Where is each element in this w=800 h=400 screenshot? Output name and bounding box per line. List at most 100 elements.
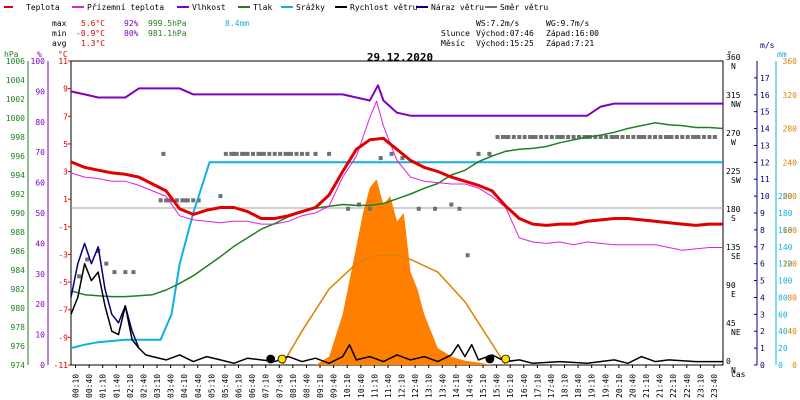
wind-direction-point bbox=[639, 135, 644, 139]
wind-direction-point bbox=[674, 135, 679, 139]
unit-celsius: °C bbox=[58, 50, 68, 59]
wind-direction-point bbox=[389, 151, 394, 156]
time-tick-label: 06:40 bbox=[248, 374, 257, 398]
time-tick-label: 01:10 bbox=[99, 374, 108, 398]
time-tick-label: 04:10 bbox=[180, 374, 189, 398]
wind-direction-point bbox=[577, 135, 582, 139]
temperature-tick-label: -7 bbox=[58, 306, 68, 315]
legend-item-smer-vetru: Směr větru bbox=[485, 3, 548, 12]
wind-direction-point bbox=[185, 198, 190, 203]
time-tick-label: 11:10 bbox=[370, 374, 379, 398]
time-tick-label: 09:40 bbox=[330, 374, 339, 398]
wind-direction-point bbox=[305, 151, 310, 156]
direction-tick-label: 0 bbox=[726, 357, 731, 366]
wind-direction-point bbox=[174, 198, 179, 203]
moonset-marker bbox=[266, 354, 276, 364]
wind-direction-point bbox=[161, 151, 166, 156]
legend-item-vlhkost: Vlhkost bbox=[177, 3, 226, 12]
time-tick-label: 05:40 bbox=[221, 374, 230, 398]
wind-direction-point bbox=[500, 135, 505, 139]
stat-max-rain: 8.4mm bbox=[225, 19, 249, 28]
wind-speed-tick-label: 17 bbox=[760, 74, 770, 83]
series bbox=[70, 84, 724, 365]
rain-tick-label: 100 bbox=[778, 277, 793, 286]
pressure-tick-label: 1004 bbox=[6, 76, 25, 85]
wind-direction-point bbox=[642, 135, 647, 139]
wind-direction-point bbox=[663, 135, 668, 139]
temperature-tick-label: 1 bbox=[63, 195, 68, 204]
humidity-tick-label: 80 bbox=[35, 118, 45, 127]
direction-compass-label: N bbox=[731, 62, 736, 71]
wind-direction-point bbox=[433, 206, 438, 211]
legend-label: Náraz větru bbox=[431, 3, 484, 12]
rain-tick-label: 40 bbox=[778, 327, 788, 336]
legend-label: Srážky bbox=[296, 3, 325, 12]
unit-time: čas bbox=[731, 369, 746, 379]
time-tick-label: 17:10 bbox=[533, 374, 542, 398]
wind-direction-point bbox=[495, 135, 500, 139]
sun-elevation-line bbox=[281, 254, 507, 366]
wind-direction-point bbox=[283, 151, 288, 156]
wind-direction-point bbox=[289, 151, 294, 156]
direction-tick-label: 45 bbox=[726, 319, 736, 328]
legend-item-tlak: Tlak bbox=[238, 3, 272, 12]
wind-speed-tick-label: 1 bbox=[760, 344, 765, 353]
temperature-tick-label: -5 bbox=[58, 278, 68, 287]
time-tick-label: 07:40 bbox=[275, 374, 284, 398]
wind-direction-point bbox=[240, 151, 245, 156]
time-tick-label: 22:10 bbox=[669, 374, 678, 398]
time-tick-label: 09:10 bbox=[316, 374, 325, 398]
time-tick-label: 15:10 bbox=[479, 374, 488, 398]
sunset-marker bbox=[501, 354, 511, 364]
wind-direction-point bbox=[511, 135, 516, 139]
pressure-tick-label: 990 bbox=[11, 209, 26, 218]
wind-direction-point bbox=[538, 135, 543, 139]
stat-max-humidity: 92% bbox=[124, 19, 139, 28]
unit-ms: m/s bbox=[760, 41, 775, 50]
temperature-tick-label: -11 bbox=[54, 361, 69, 370]
rain-tick-label: 60 bbox=[778, 310, 788, 319]
legend-label: Přízemní teplota bbox=[87, 3, 164, 12]
pressure-tick-label: 980 bbox=[11, 304, 26, 313]
time-tick-label: 07:10 bbox=[262, 374, 271, 398]
moon-label: Měsíc bbox=[441, 39, 465, 48]
time-tick-label: 02:10 bbox=[126, 374, 135, 398]
wind-speed-tick-label: 8 bbox=[760, 226, 765, 235]
wind-direction-point bbox=[465, 253, 470, 258]
wind-direction-point bbox=[598, 135, 603, 139]
direction-compass-label: NE bbox=[731, 328, 741, 337]
wind-direction-point bbox=[530, 135, 535, 139]
wind-direction-point bbox=[653, 135, 658, 139]
direction-tick-label: 90 bbox=[726, 281, 736, 290]
legend-label: Rychlost větru bbox=[350, 3, 418, 12]
wind-direction-point bbox=[234, 151, 239, 156]
time-tick-label: 04:40 bbox=[194, 374, 203, 398]
temperature-tick-label: -3 bbox=[58, 250, 68, 259]
humidity-tick-label: 70 bbox=[35, 148, 45, 157]
rain-tick-label: 180 bbox=[778, 209, 793, 218]
temperature-tick-label: 7 bbox=[63, 112, 68, 121]
wind-direction-point bbox=[286, 151, 291, 156]
wind-direction-point bbox=[685, 135, 690, 139]
wind-direction-point bbox=[346, 206, 351, 211]
wind-direction-point bbox=[261, 151, 266, 156]
temperature-tick-label: 9 bbox=[63, 85, 68, 94]
humidity-tick-label: 60 bbox=[35, 179, 45, 188]
direction-tick-label: 225 bbox=[726, 167, 741, 176]
sunrise-marker bbox=[277, 354, 287, 364]
time-tick-label: 13:10 bbox=[425, 374, 434, 398]
wind-direction-point bbox=[517, 135, 522, 139]
direction-compass-label: SW bbox=[731, 176, 741, 185]
rain-tick-label: 140 bbox=[778, 243, 793, 252]
solar-tick-label: 320 bbox=[783, 91, 798, 100]
time-tick-label: 06:10 bbox=[235, 374, 244, 398]
wind-direction-point bbox=[272, 151, 277, 156]
humidity-tick-label: 0 bbox=[40, 361, 45, 370]
temperature-tick-label: -9 bbox=[58, 333, 68, 342]
wind-direction-point bbox=[256, 151, 261, 156]
wind-direction-point bbox=[196, 198, 201, 203]
direction-tick-label: 315 bbox=[726, 91, 741, 100]
wind-speed-tick-label: 16 bbox=[760, 91, 770, 100]
solar-radiation bbox=[281, 179, 507, 366]
